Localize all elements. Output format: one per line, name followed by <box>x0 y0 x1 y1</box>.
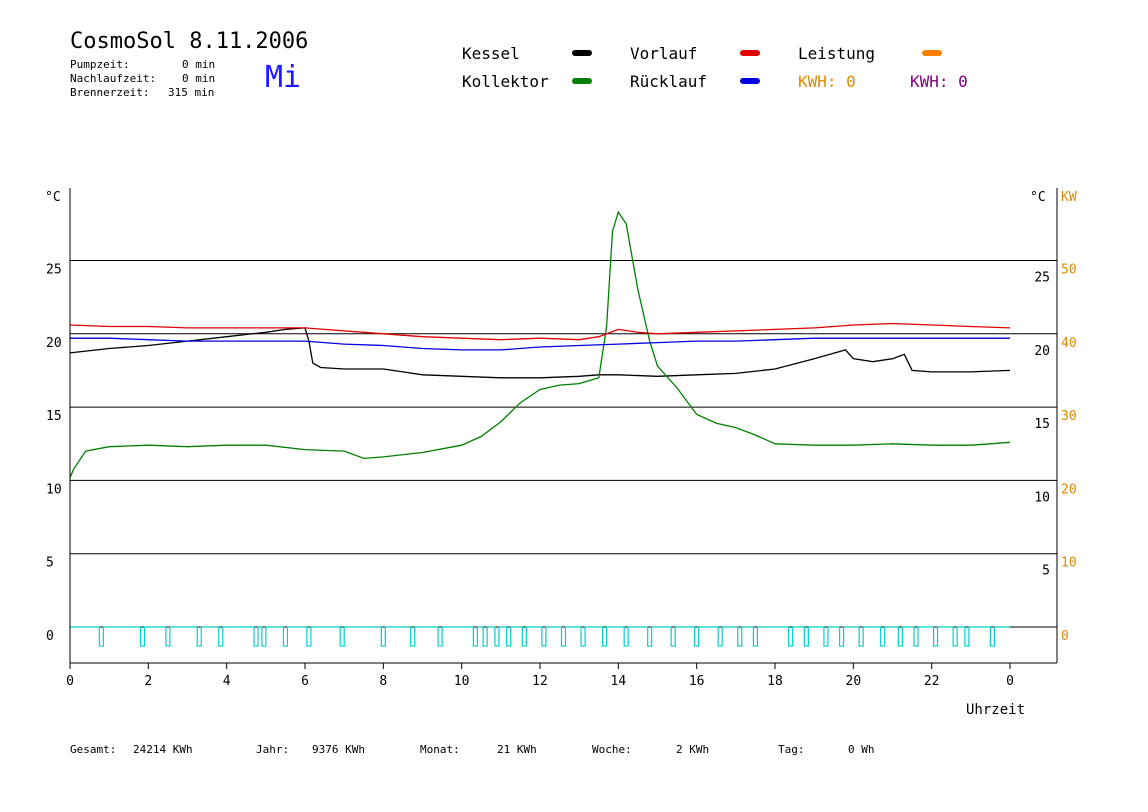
axes <box>69 188 1058 669</box>
legend-vorlauf-label: Vorlauf <box>630 44 698 63</box>
y-axis-unit-kw: KW <box>1061 190 1077 205</box>
y-tick-label-kw: 10 <box>1061 556 1077 571</box>
series-vorlauf-line <box>69 322 1011 341</box>
x-tick-label: 4 <box>223 674 231 689</box>
y-tick-label-right: 15 <box>1034 417 1050 432</box>
y-tick-label-left: 0 <box>46 629 54 644</box>
x-tick-label: 6 <box>301 674 309 689</box>
footer-jahr-value: 9376 KWh <box>312 743 365 756</box>
stat-brennerzeit-value: 315 min <box>168 86 215 99</box>
x-tick-label: 20 <box>846 674 862 689</box>
footer-tag-label: Tag: <box>778 743 805 756</box>
weekday-label: Mi <box>265 60 302 95</box>
stat-pumpzeit-label: Pumpzeit: <box>70 58 130 71</box>
legend-vorlauf-swatch <box>740 50 760 56</box>
footer-monat-value: 21 KWh <box>497 743 537 756</box>
x-tick-label: 14 <box>611 674 627 689</box>
legend-kollektor-label: Kollektor <box>462 72 549 91</box>
series-kollektor-line <box>69 210 1011 478</box>
x-tick-label: 16 <box>689 674 705 689</box>
y-tick-label-kw: 40 <box>1061 336 1077 351</box>
y-tick-label-right: 20 <box>1034 344 1050 359</box>
y-axis-unit-left: °C <box>45 190 61 205</box>
series-rcklauf-line <box>70 337 1010 351</box>
series-lines <box>69 210 1011 647</box>
x-tick-label: 18 <box>767 674 783 689</box>
x-tick-label: 12 <box>532 674 548 689</box>
y-tick-label-right: 25 <box>1034 271 1050 286</box>
page-title: CosmoSol 8.11.2006 <box>70 29 309 54</box>
x-axis-label: Uhrzeit <box>966 702 1025 718</box>
tick-labels: 0 2 4 6 8 10 12 14 16 18 20 22 0 0 5 10 15 20 25 5 10 15 20 25 0… <box>45 190 1077 718</box>
legend-leistung-label: Leistung <box>798 44 876 63</box>
footer-woche-label: Woche: <box>592 743 632 756</box>
footer-jahr-label: Jahr: <box>256 743 290 756</box>
legend-ruecklauf-swatch <box>740 78 760 84</box>
y-axis-unit-right: °C <box>1030 190 1046 205</box>
legend-ruecklauf-label: Rücklauf <box>630 72 708 91</box>
x-tick-label: 2 <box>144 674 152 689</box>
footer-gesamt-label: Gesamt: <box>70 743 117 756</box>
legend-kwh-orange: KWH: 0 <box>798 72 856 91</box>
y-tick-label-right: 10 <box>1034 490 1050 505</box>
footer-monat-label: Monat: <box>420 743 460 756</box>
legend-kessel-label: Kessel <box>462 44 520 63</box>
series-pumpe-line <box>70 626 1010 647</box>
y-tick-label-kw: 0 <box>1061 629 1069 644</box>
footer-gesamt-value: 24214 KWh <box>133 743 193 756</box>
y-tick-label-right: 5 <box>1042 564 1050 579</box>
y-tick-label-kw: 30 <box>1061 409 1077 424</box>
x-tick-label: 8 <box>379 674 387 689</box>
stat-nachlaufzeit-value: 0 min <box>182 72 216 85</box>
x-tick-label: 0 <box>1006 674 1014 689</box>
series-kessel-line <box>69 327 1011 379</box>
stat-brennerzeit-label: Brennerzeit: <box>70 86 150 99</box>
y-tick-label-left: 10 <box>46 482 62 497</box>
footer-tag-value: 0 Wh <box>848 743 875 756</box>
y-tick-label-left: 25 <box>46 263 62 278</box>
footer-woche-value: 2 KWh <box>676 743 710 756</box>
legend-kollektor-swatch <box>572 78 592 84</box>
legend-kwh-purple: KWH: 0 <box>910 72 968 91</box>
x-tick-label: 22 <box>924 674 940 689</box>
legend-kessel-swatch <box>572 50 592 56</box>
x-tick-label: 0 <box>66 674 74 689</box>
legend-leistung-swatch <box>922 50 942 56</box>
stat-nachlaufzeit-label: Nachlaufzeit: <box>70 72 157 85</box>
y-tick-label-left: 15 <box>46 409 62 424</box>
x-tick-label: 10 <box>454 674 470 689</box>
y-tick-label-left: 20 <box>46 336 62 351</box>
y-tick-label-kw: 20 <box>1061 482 1077 497</box>
y-tick-label-kw: 50 <box>1061 263 1077 278</box>
y-tick-label-left: 5 <box>46 556 54 571</box>
stat-pumpzeit-value: 0 min <box>182 58 216 71</box>
